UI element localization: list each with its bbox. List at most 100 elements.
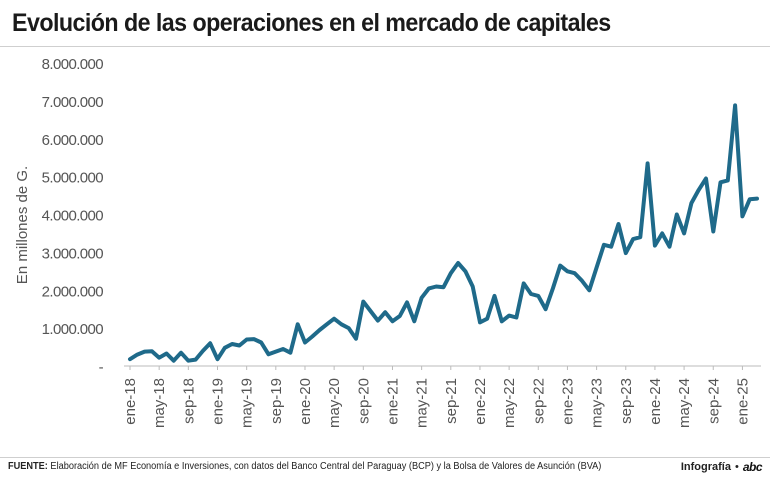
page-title: Evolución de las operaciones en el merca… [12,9,611,37]
footer-divider [0,457,770,458]
y-axis-label: En millones de G. [14,166,31,284]
data-point [223,346,227,350]
data-point [442,285,445,289]
data-point [719,180,723,184]
data-point [274,350,278,354]
data-point [150,349,154,353]
y-tick-label: 8.000.000 [42,56,104,73]
x-tick-label: sep-19 [268,378,285,424]
x-tick-label: ene-18 [122,378,139,425]
data-point [230,342,234,346]
data-point [507,314,511,318]
data-point [500,319,504,323]
data-point [128,357,132,361]
data-point [668,245,672,249]
x-tick-label: sep-21 [443,378,460,424]
source-label: FUENTE: [8,461,48,472]
data-point [711,230,715,234]
x-tick-label: sep-20 [355,378,372,424]
data-point [288,351,292,355]
y-tick-label: 1.000.000 [42,321,104,338]
y-tick-label: 6.000.000 [42,132,104,149]
data-point [514,316,518,320]
credit: Infografía • abc [680,460,763,474]
data-point [682,231,686,235]
x-tick-label: ene-22 [472,378,489,425]
data-point [646,161,650,165]
credit-label: Infografía [680,461,731,473]
data-point [653,244,657,248]
data-point [135,353,139,357]
data-point [164,352,168,356]
data-point [740,214,744,218]
line-chart: En millones de G. - 1.000.000 2.000.000 3.0… [14,56,761,428]
x-tick-label: may-19 [239,378,256,428]
data-point [536,294,540,298]
data-point [660,231,664,235]
x-tick-label: ene-25 [734,378,751,425]
data-point [675,213,679,216]
x-tick-label: may-18 [151,378,168,428]
data-point [580,279,584,283]
data-point [471,284,475,288]
x-tick-label: may-20 [326,378,343,428]
data-point [303,341,307,345]
data-point [456,261,460,265]
x-tick-label: sep-23 [618,378,635,424]
x-tick-label: may-23 [589,378,606,428]
y-tick-label: 4.000.000 [42,208,104,225]
data-point [558,264,562,268]
data-point [463,269,467,273]
y-tick-label: 5.000.000 [42,170,104,187]
data-point [383,310,387,314]
data-point [281,347,285,351]
data-point [259,341,263,345]
data-point [587,288,591,292]
data-point [390,319,394,323]
data-point [267,352,271,356]
data-point [347,326,351,330]
data-point [595,266,599,270]
data-point [296,322,300,326]
data-point [493,294,497,298]
data-point [748,197,752,201]
data-point [412,319,416,323]
data-point [354,337,358,341]
data-point [405,300,409,304]
source-note: FUENTE: Elaboración de MF Economía e Inv… [8,461,601,472]
data-point [310,334,314,338]
data-point [733,103,737,107]
data-point [215,357,219,361]
data-point [245,337,249,341]
x-tick-label: ene-20 [297,378,314,425]
y-axis-ticks: - 1.000.000 2.000.000 3.000.000 4.000.000 5.0… [42,56,105,376]
data-point [427,286,431,290]
y-tick-label: 2.000.000 [42,283,104,300]
data-point [376,319,380,323]
title-divider [0,46,770,47]
x-tick-label: may-21 [414,378,431,428]
data-point [143,350,147,354]
data-point [551,286,555,290]
data-point [522,281,526,285]
data-point [631,237,635,241]
source-text: Elaboración de MF Economía e Inversiones… [50,461,602,472]
data-point [194,358,198,362]
data-point [398,314,402,318]
data-point [179,351,183,355]
data-point [157,356,161,360]
data-point [689,201,693,205]
data-point [201,349,205,353]
data-point [616,222,620,226]
data-point [485,317,489,321]
data-point [449,271,453,275]
data-points [128,103,759,363]
data-point [697,188,701,192]
y-axis-label-group: En millones de G. [14,166,31,284]
x-tick-label: may-22 [501,378,518,428]
data-point [529,292,533,296]
y-tick-label: 3.000.000 [42,245,104,262]
data-point [565,269,569,273]
x-tick-label: ene-23 [559,378,576,425]
data-point [186,359,190,363]
